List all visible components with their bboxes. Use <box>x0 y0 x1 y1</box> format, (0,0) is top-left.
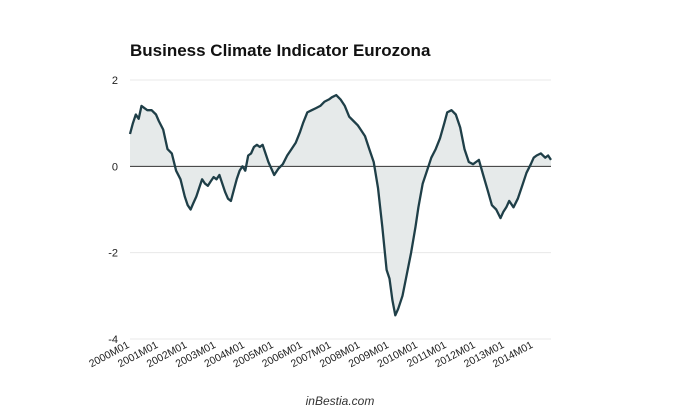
y-tick-label: 2 <box>112 75 118 87</box>
y-tick-label: 0 <box>112 161 118 173</box>
area-fill-layer <box>130 95 551 316</box>
series-line <box>128 93 552 317</box>
y-axis-ticks: 2 0 -2 -4 <box>108 75 118 346</box>
y-tick-label: -2 <box>108 248 118 260</box>
chart-title: Business Climate Indicator Eurozona <box>130 41 431 60</box>
y-tick-label: -4 <box>108 334 118 346</box>
source-credit: inBestia.com <box>306 394 375 408</box>
x-axis-ticks: 2000M012001M012002M012003M012004M012005M… <box>87 339 535 370</box>
area-fill <box>130 95 551 316</box>
gridlines <box>130 79 551 340</box>
series-line-layer <box>128 93 552 317</box>
